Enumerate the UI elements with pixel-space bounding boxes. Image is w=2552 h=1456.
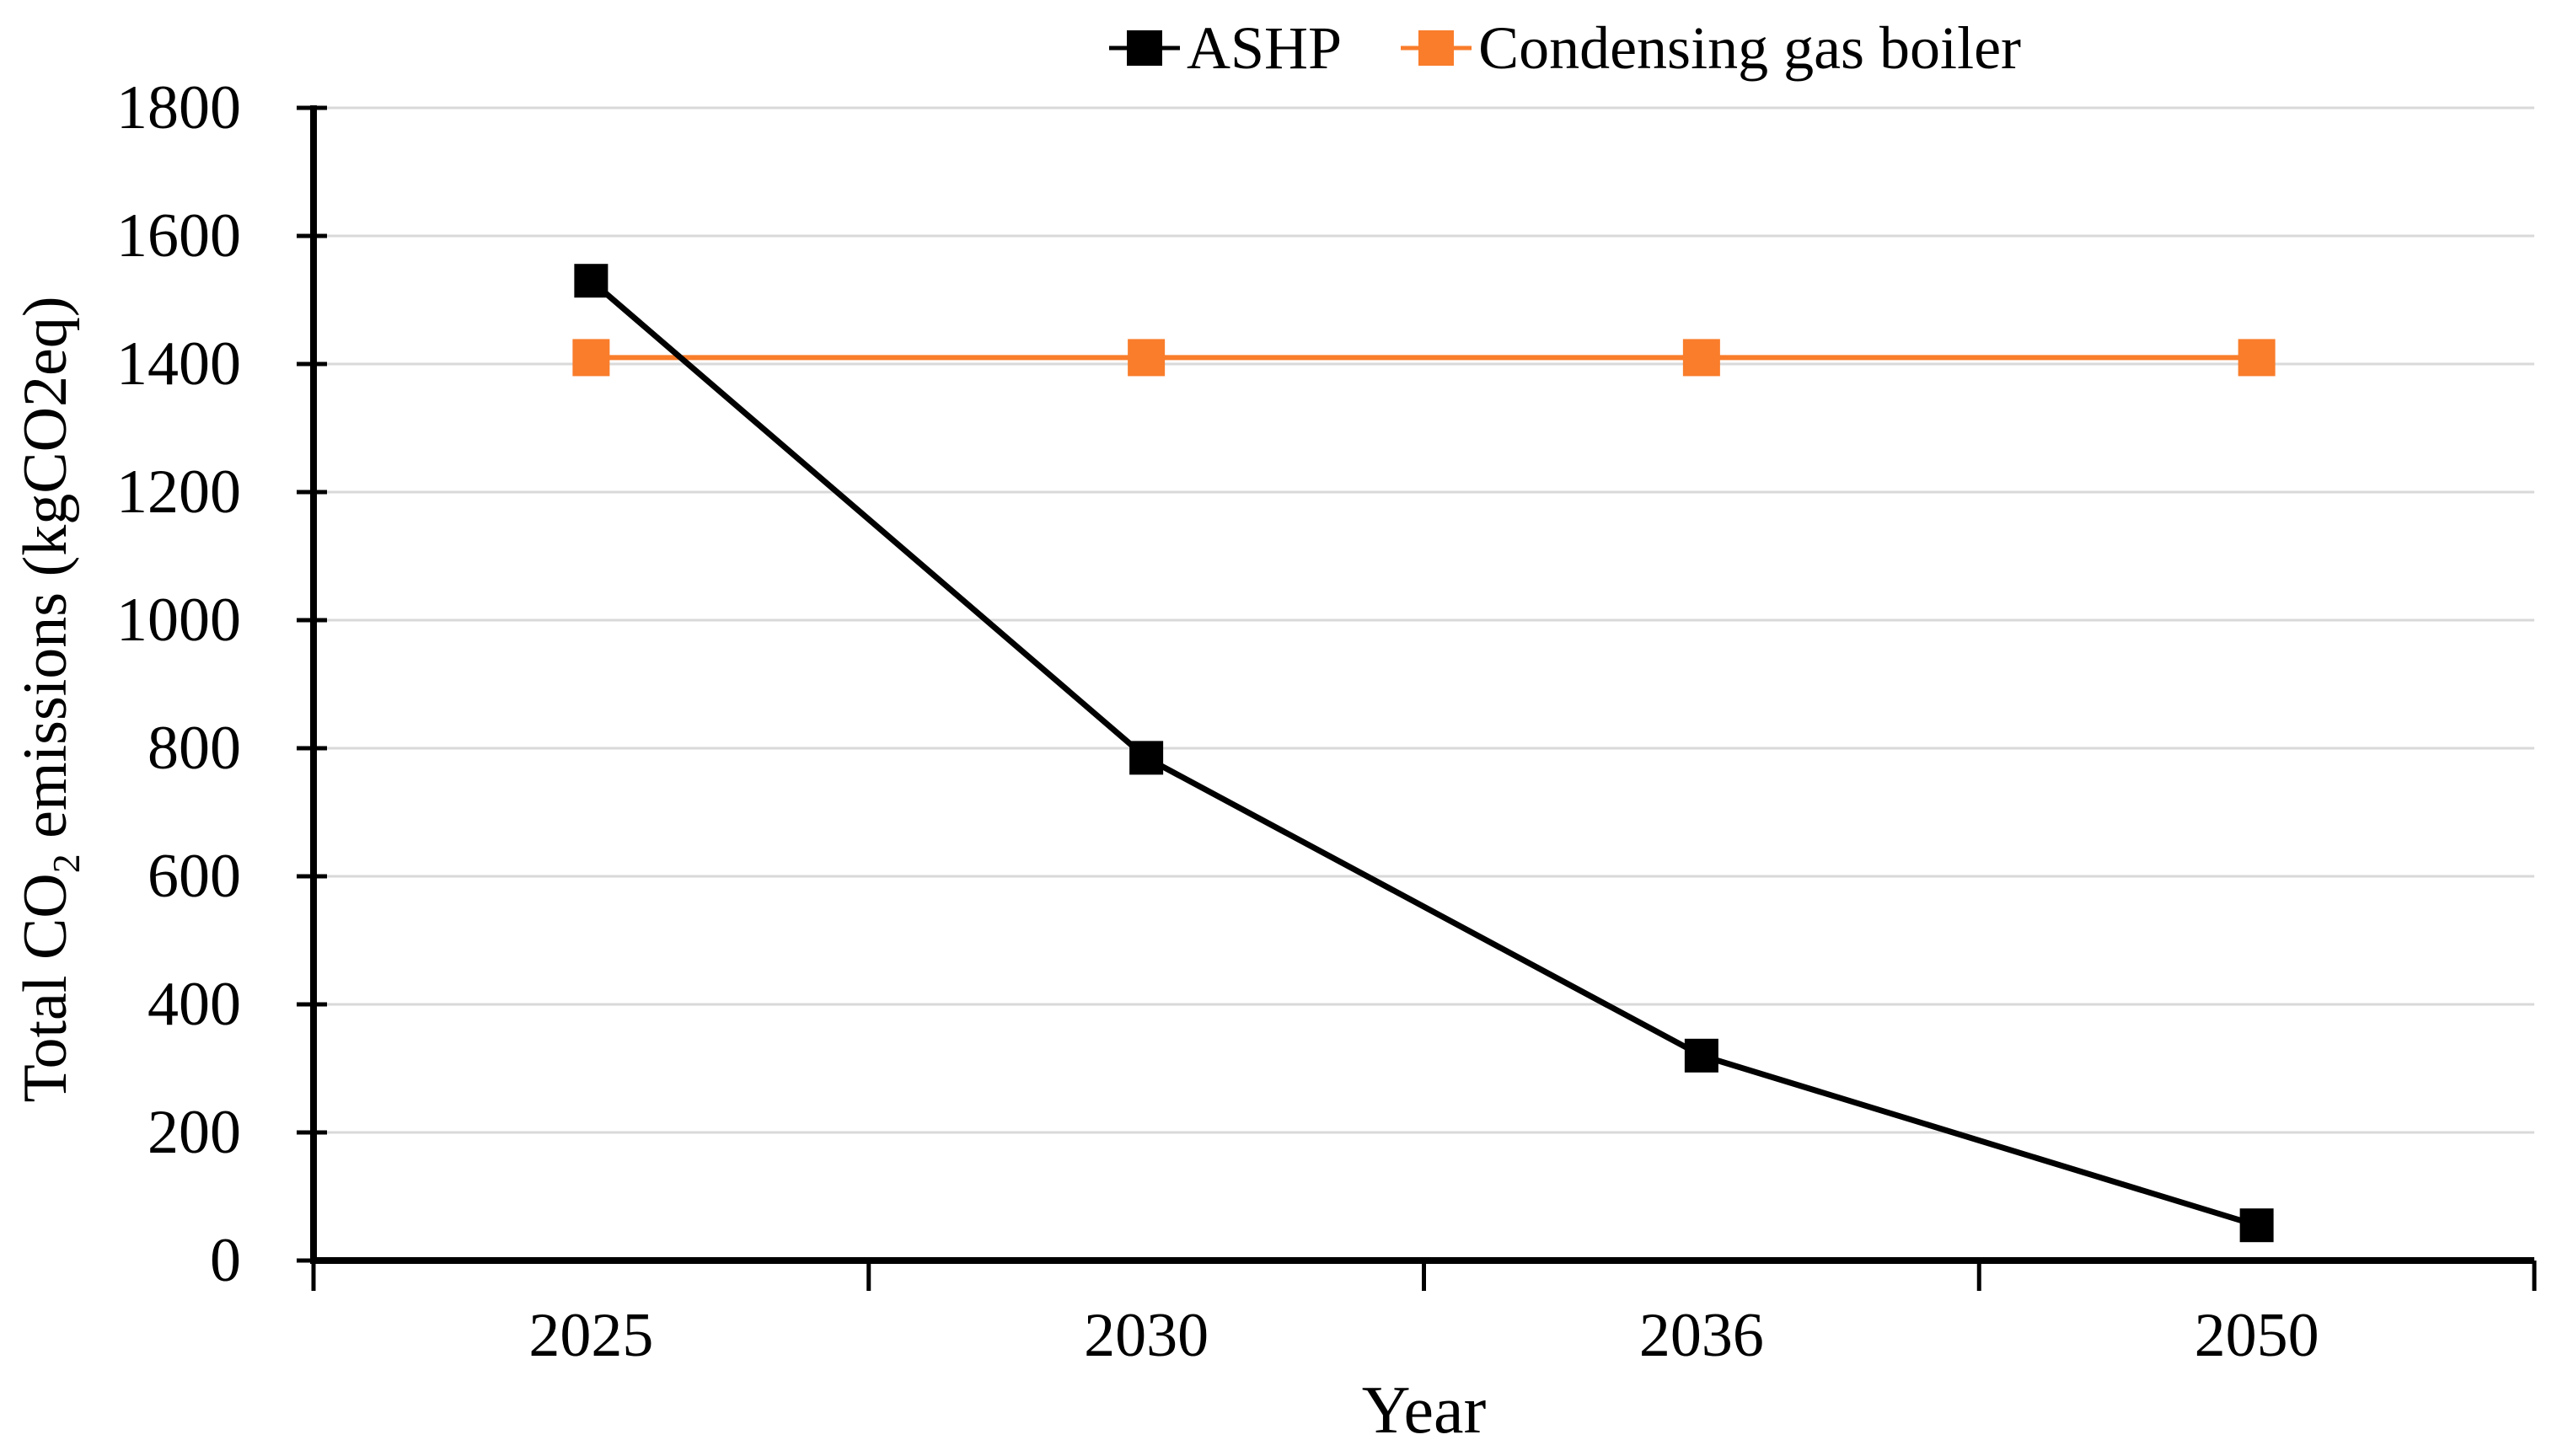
y-tick-label-400: 400	[147, 970, 241, 1039]
legend-label-condensing-gas-boiler: Condensing gas boiler	[1478, 14, 2021, 82]
ashp-legend-square	[1127, 30, 1162, 66]
boiler-legend-square	[1418, 30, 1455, 66]
y-tick-label-1600: 1600	[116, 201, 241, 270]
ashp-line-marker-icon	[1109, 13, 1180, 83]
y-tick-label-0: 0	[210, 1226, 241, 1295]
x-tick-label-2025: 2025	[528, 1301, 653, 1370]
ashp-marker-2050	[2239, 1208, 2274, 1243]
boiler-line-marker-icon	[1401, 13, 1472, 83]
legend-label-ashp: ASHP	[1187, 14, 1343, 82]
condensing-gas-boiler-marker-2030	[1128, 339, 1166, 377]
x-axis-title: Year	[1361, 1373, 1487, 1448]
y-tick-label-600: 600	[147, 842, 241, 911]
ashp-line	[589, 278, 2258, 1228]
condensing-gas-boiler-marker-2036	[1682, 339, 1720, 377]
chart-legend: ASHP Condensing gas boiler	[1109, 13, 2021, 83]
y-tick-label-200: 200	[147, 1098, 241, 1167]
y-tick-label-800: 800	[147, 714, 241, 783]
y-tick-label-1000: 1000	[116, 586, 241, 655]
x-tick-label-2036: 2036	[1639, 1301, 1764, 1370]
y-tick-label-1800: 1800	[116, 73, 241, 142]
y-tick-label-1400: 1400	[116, 329, 241, 399]
legend-item-condensing-gas-boiler: Condensing gas boiler	[1401, 13, 2021, 83]
legend-item-ashp: ASHP	[1109, 13, 1342, 83]
condensing-gas-boiler-marker-2050	[2238, 339, 2276, 377]
x-tick-label-2030: 2030	[1084, 1301, 1209, 1370]
ashp-marker-2036	[1684, 1038, 1718, 1073]
x-tick-label-2050: 2050	[2195, 1301, 2319, 1370]
y-tick-label-1200: 1200	[116, 458, 241, 527]
condensing-gas-boiler-marker-2025	[572, 339, 610, 377]
ashp-marker-2025	[574, 264, 609, 298]
ashp-marker-2030	[1129, 741, 1164, 775]
